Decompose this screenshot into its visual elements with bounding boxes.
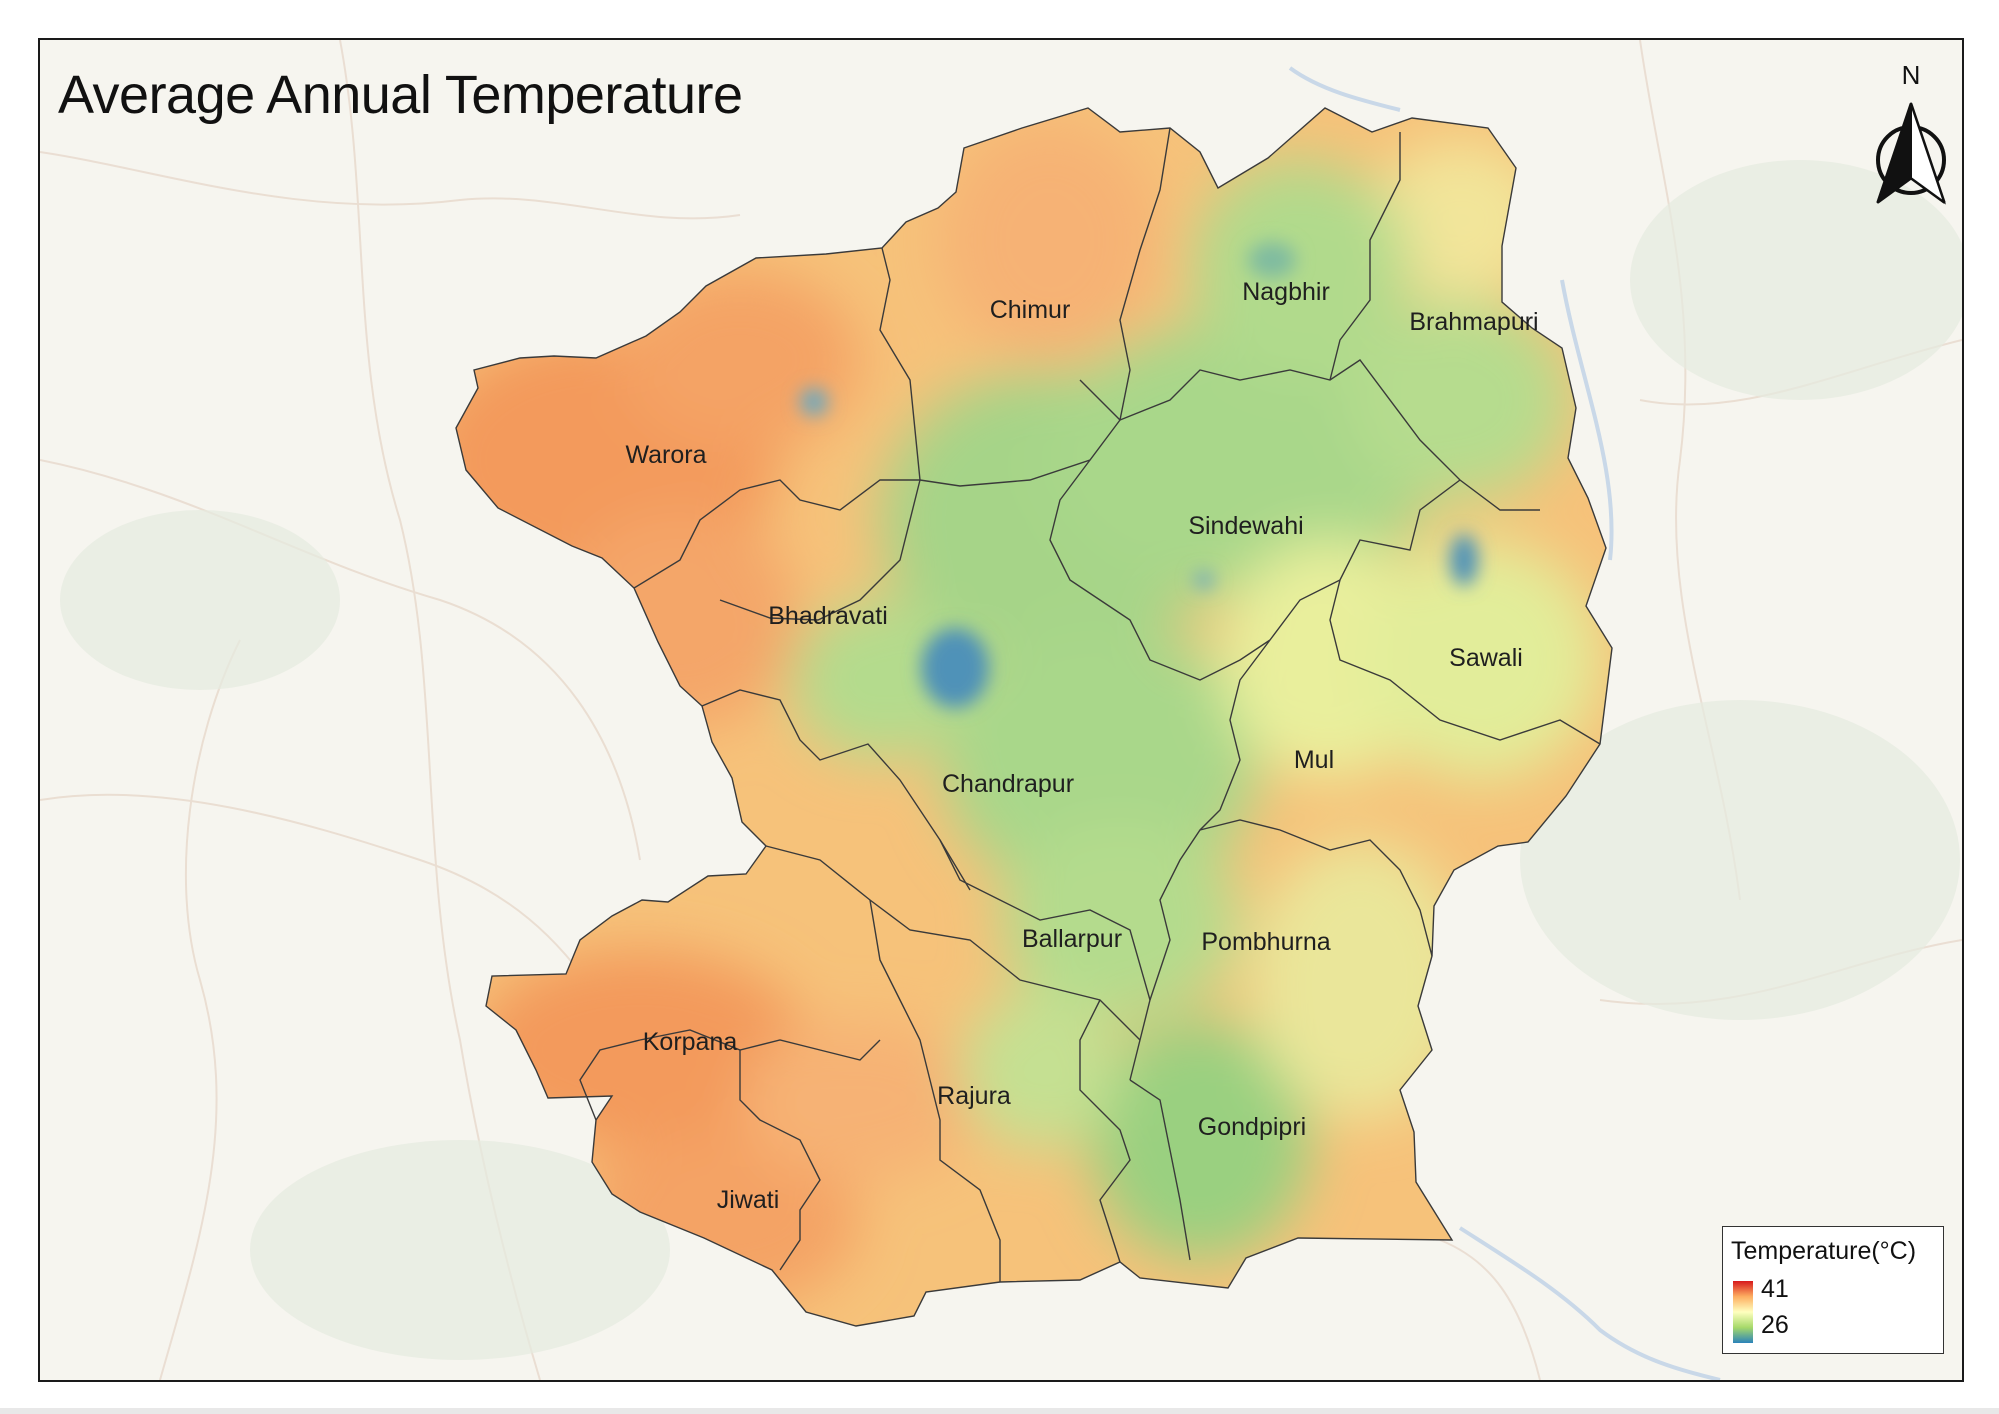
label-jiwati: Jiwati	[717, 1186, 780, 1214]
label-rajura: Rajura	[937, 1082, 1011, 1110]
label-korpana: Korpana	[643, 1028, 738, 1056]
label-bhadravati: Bhadravati	[768, 602, 888, 630]
label-chandrapur: Chandrapur	[942, 770, 1074, 798]
district-labels: Chimur Nagbhir Brahmapuri Warora Sindewa…	[625, 278, 1538, 1214]
map-title: Average Annual Temperature	[58, 65, 743, 125]
legend: Temperature(°C) 41 26	[1722, 1226, 1944, 1354]
map-frame: Chimur Nagbhir Brahmapuri Warora Sindewa…	[38, 38, 1964, 1382]
label-pombhurna: Pombhurna	[1201, 928, 1330, 956]
label-mul: Mul	[1294, 746, 1334, 774]
page-bottom-rule	[0, 1408, 1999, 1414]
label-brahmapuri: Brahmapuri	[1409, 308, 1538, 336]
north-arrow: N	[1866, 60, 1956, 210]
legend-min-label: 26	[1761, 1311, 1789, 1339]
label-warora: Warora	[625, 441, 706, 469]
label-sawali: Sawali	[1449, 644, 1523, 672]
label-nagbhir: Nagbhir	[1242, 278, 1330, 306]
north-letter: N	[1901, 60, 1921, 90]
legend-color-ramp	[1733, 1281, 1753, 1343]
label-ballarpur: Ballarpur	[1022, 925, 1122, 953]
label-gondpipri: Gondpipri	[1198, 1113, 1306, 1141]
district-boundaries	[455, 107, 1613, 1327]
map-canvas: Chimur Nagbhir Brahmapuri Warora Sindewa…	[40, 40, 1962, 1380]
basemap-rivers	[1288, 66, 1721, 1380]
basemap-forest-shading	[60, 160, 1962, 1360]
legend-title: Temperature(°C)	[1731, 1237, 1917, 1265]
north-arrow-icon	[1876, 102, 1946, 205]
legend-max-label: 41	[1761, 1275, 1789, 1303]
label-sindewahi: Sindewahi	[1188, 512, 1303, 540]
label-chimur: Chimur	[990, 296, 1071, 324]
